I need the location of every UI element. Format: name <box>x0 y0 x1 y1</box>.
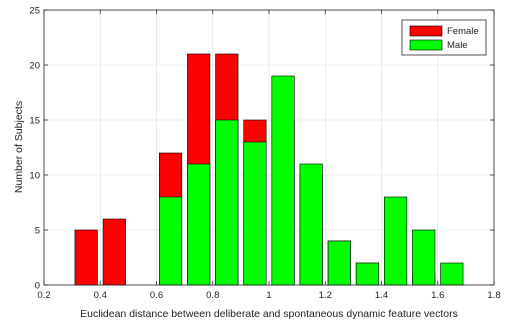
male-bar <box>271 75 295 286</box>
legend-label-male: Male <box>447 40 468 51</box>
x-tick-label: 1.6 <box>431 290 444 301</box>
x-tick-label: 0.2 <box>37 290 50 301</box>
x-tick-label: 1.2 <box>319 290 332 301</box>
x-tick-label: 1.8 <box>487 290 500 301</box>
male-bar <box>215 119 239 286</box>
x-axis-label: Euclidean distance between deliberate an… <box>80 308 458 320</box>
male-bar <box>412 229 436 286</box>
legend: Female Male <box>401 19 487 56</box>
x-tick-label: 1.4 <box>375 290 388 301</box>
y-tick-label: 10 <box>29 171 40 182</box>
y-tick-labels: 0 5 10 15 20 25 <box>29 6 40 292</box>
male-bars <box>159 75 464 286</box>
y-tick-label: 25 <box>29 6 40 17</box>
y-tick-label: 15 <box>29 116 40 127</box>
x-tick-label: 0.6 <box>150 290 163 301</box>
ticks <box>43 9 495 286</box>
male-bar <box>159 196 183 286</box>
x-tick-labels: 0.2 0.4 0.6 0.8 1 1.2 1.4 1.6 1.8 <box>37 290 500 301</box>
male-bar <box>299 163 323 286</box>
male-bar <box>187 163 211 286</box>
legend-swatch-male <box>409 39 443 51</box>
male-bar <box>440 262 464 286</box>
male-bar <box>243 141 267 286</box>
y-tick-label: 20 <box>29 61 40 72</box>
x-tick-label: 0.4 <box>94 290 107 301</box>
female-bar <box>74 229 98 286</box>
male-bar <box>355 262 379 286</box>
male-bar <box>384 196 408 286</box>
y-tick-label: 0 <box>35 281 40 292</box>
y-axis-label: Number of Subjects <box>13 101 25 193</box>
x-tick-label: 1 <box>266 290 271 301</box>
male-bar <box>327 240 351 286</box>
legend-label-female: Female <box>447 26 479 37</box>
legend-swatch-female <box>409 25 443 37</box>
female-bar <box>102 218 126 286</box>
x-tick-label: 0.8 <box>206 290 219 301</box>
y-tick-label: 5 <box>35 226 40 237</box>
